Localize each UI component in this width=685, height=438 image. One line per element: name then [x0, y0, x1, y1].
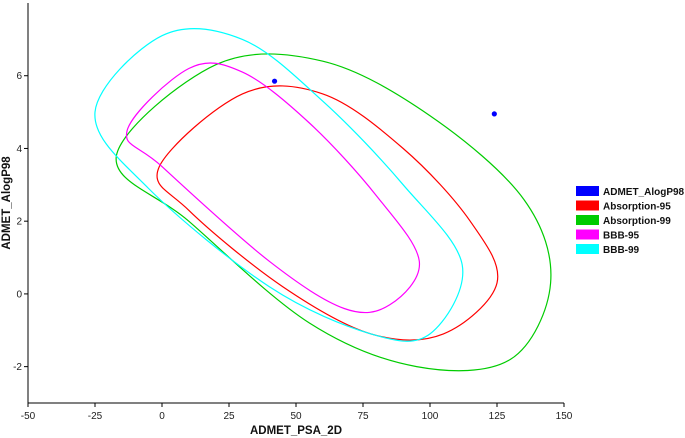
confidence-ellipses [94, 28, 552, 372]
y-tick-label: -2 [13, 362, 22, 373]
x-tick-label: 100 [422, 411, 439, 422]
x-tick-label: 50 [290, 411, 302, 422]
ellipse-bbb-99 [94, 28, 464, 342]
x-tick-label: 25 [223, 411, 235, 422]
legend-label: BBB-95 [603, 231, 640, 242]
x-tick-label: 75 [357, 411, 369, 422]
x-tick-label: 125 [489, 411, 506, 422]
ellipse-absorption-99 [115, 53, 552, 372]
legend-label: Absorption-95 [603, 202, 671, 213]
y-tick-label: 2 [16, 217, 22, 228]
legend-swatch [576, 200, 599, 211]
legend-swatch [576, 186, 599, 196]
data-points [271, 78, 497, 117]
data-point [271, 78, 278, 84]
y-tick-label: 0 [16, 289, 22, 300]
ticks: -50 -25 0 25 50 75 100 125 150 -2 0 2 4 6 [13, 71, 573, 422]
legend: ADMET_AlogP98 Absorption-95 Absorption-99 B… [576, 186, 685, 256]
legend-label: BBB-99 [603, 245, 640, 256]
legend-swatch [576, 229, 599, 240]
ellipse-bbb-95 [125, 62, 420, 314]
x-tick-label: -50 [21, 411, 36, 422]
ellipse-absorption-95 [156, 85, 499, 341]
legend-label: Absorption-99 [603, 216, 671, 227]
data-point [491, 111, 497, 117]
y-tick-label: 6 [16, 71, 22, 82]
x-axis-title: ADMET_PSA_2D [250, 425, 342, 437]
x-tick-label: -25 [88, 411, 103, 422]
x-tick-label: 0 [159, 411, 165, 422]
y-axis-title: ADMET_AlogP98 [1, 156, 13, 250]
legend-swatch [576, 215, 599, 225]
legend-swatch [576, 244, 599, 254]
axes [27, 3, 564, 404]
legend-label: ADMET_AlogP98 [603, 187, 685, 198]
y-tick-label: 4 [16, 144, 22, 155]
x-tick-label: 150 [556, 411, 573, 422]
